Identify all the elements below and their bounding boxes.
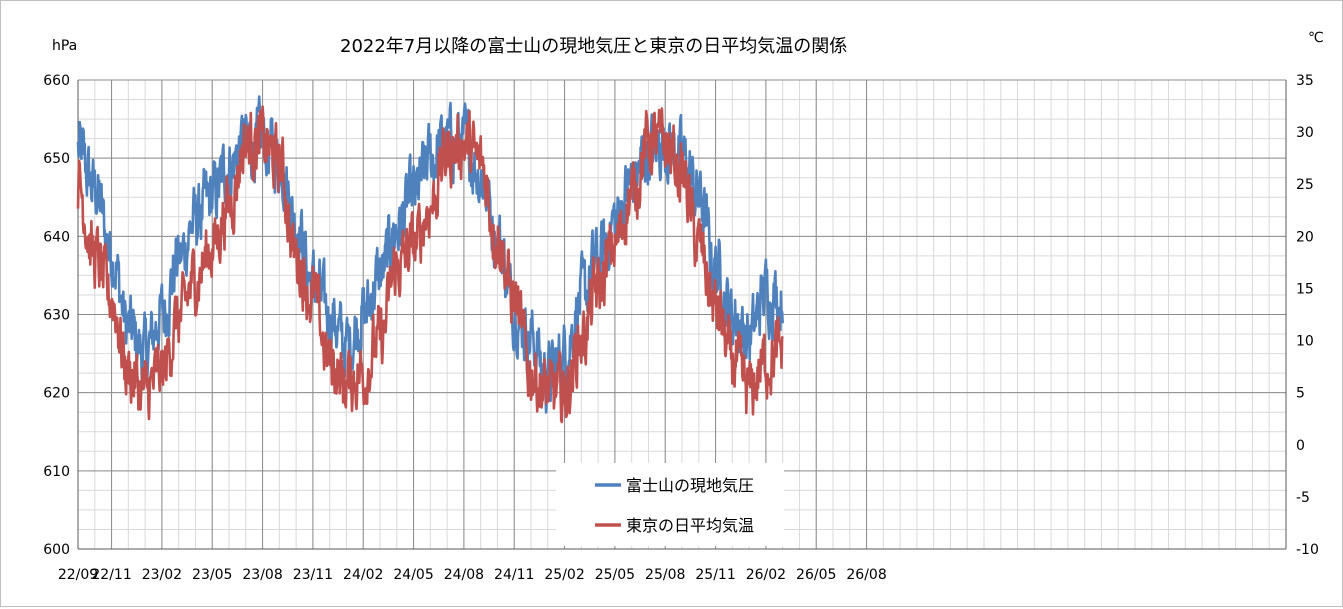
x-tick-label: 25/11: [695, 567, 735, 583]
x-tick-label: 24/02: [343, 567, 383, 583]
right-tick-label: 35: [1296, 73, 1314, 89]
left-tick-label: 640: [43, 229, 70, 245]
x-tick-label: 22/11: [91, 567, 131, 583]
x-tick-label: 25/08: [645, 567, 685, 583]
left-tick-label: 610: [43, 464, 70, 480]
right-tick-label: 25: [1296, 177, 1314, 193]
left-tick-label: 660: [43, 73, 70, 89]
temperature-series-line: [76, 105, 784, 424]
left-tick-label: 620: [43, 386, 70, 402]
chart-title: 2022年7月以降の富士山の現地気圧と東京の日平均気温の関係: [340, 36, 847, 57]
right-tick-label: -5: [1296, 490, 1310, 506]
x-tick-label: 22/09: [58, 567, 98, 583]
x-tick-label: 25/02: [544, 567, 584, 583]
left-tick-label: 630: [43, 308, 70, 324]
x-tick-label: 24/05: [393, 567, 433, 583]
x-tick-label: 26/05: [796, 567, 836, 583]
left-tick-label: 650: [43, 151, 70, 167]
left-axis-unit: hPa: [52, 38, 77, 54]
x-tick-label: 23/02: [142, 567, 182, 583]
right-tick-label: 0: [1296, 438, 1305, 454]
right-tick-label: 10: [1296, 334, 1314, 350]
x-tick-label: 24/08: [444, 567, 484, 583]
right-tick-label: 5: [1296, 386, 1305, 402]
axis-tick-labels: 600 610 620 630 640 650 660 -10 -5 0 5 10 15 20 25 30 35…: [43, 73, 1319, 583]
x-tick-label: 26/08: [846, 567, 886, 583]
x-tick-label: 25/05: [595, 567, 635, 583]
x-tick-label: 24/11: [494, 567, 534, 583]
right-tick-label: 20: [1296, 229, 1314, 245]
right-tick-label: 30: [1296, 125, 1314, 141]
left-tick-label: 600: [43, 542, 70, 558]
right-tick-label: 15: [1296, 281, 1314, 297]
legend-label-pressure: 富士山の現地気圧: [626, 476, 754, 495]
legend-label-temperature: 東京の日平均気温: [626, 516, 754, 535]
series-lines: [76, 95, 784, 424]
right-tick-label: -10: [1296, 542, 1319, 558]
x-tick-label: 23/11: [293, 567, 333, 583]
right-axis-unit: ℃: [1308, 30, 1324, 46]
x-tick-label: 23/08: [242, 567, 282, 583]
legend-box: [556, 463, 784, 546]
x-tick-label: 26/02: [746, 567, 786, 583]
x-tick-label: 23/05: [192, 567, 232, 583]
pressure-series-line: [76, 95, 784, 414]
